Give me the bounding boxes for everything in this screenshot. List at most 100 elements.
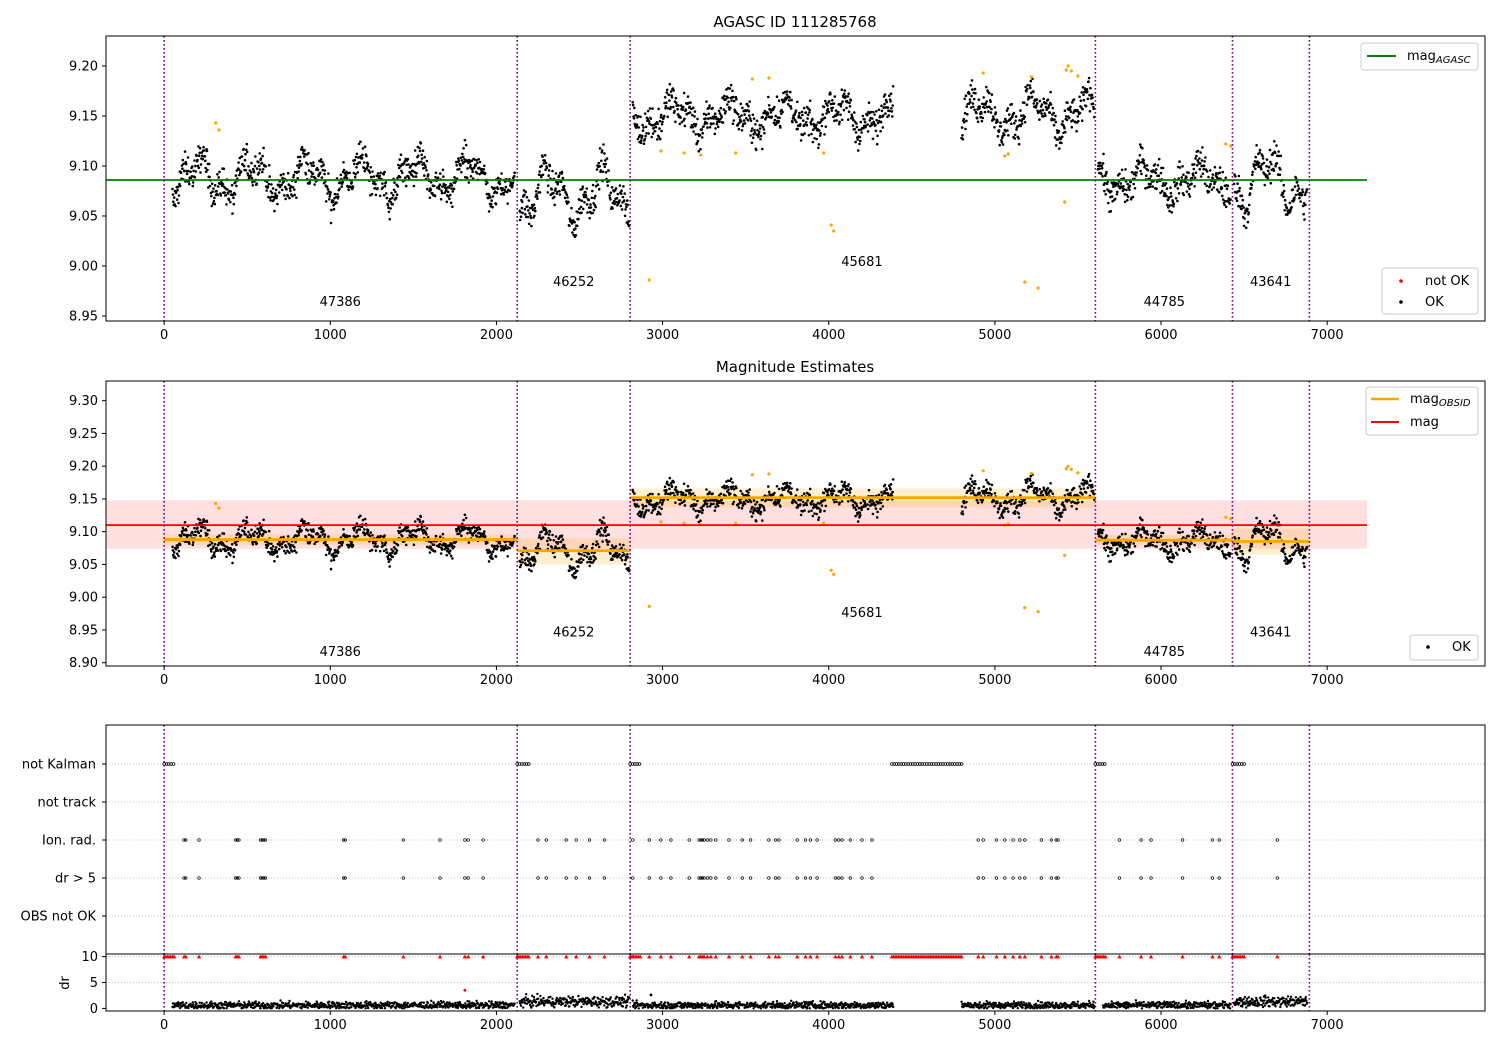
ok-point xyxy=(546,184,550,187)
ok-point xyxy=(1293,196,1296,199)
ok-point xyxy=(559,180,563,184)
ok-point xyxy=(729,492,732,496)
ok-point xyxy=(656,122,659,125)
ok-point xyxy=(667,483,671,487)
ok-point xyxy=(529,214,532,218)
ok-point xyxy=(796,100,799,104)
ok-point xyxy=(1100,531,1104,535)
outlier-point xyxy=(1063,553,1067,557)
ok-point xyxy=(860,508,863,512)
ok-point xyxy=(1265,526,1269,529)
ok-point xyxy=(843,480,847,484)
ok-point xyxy=(212,199,216,203)
ok-point xyxy=(1176,199,1179,203)
ok-point xyxy=(1013,512,1017,515)
ok-point xyxy=(249,534,253,538)
ok-point xyxy=(383,170,386,174)
ok-point xyxy=(467,158,471,162)
ok-point xyxy=(1304,203,1307,207)
ok-point xyxy=(258,532,262,536)
ok-point xyxy=(498,182,502,186)
ok-point xyxy=(817,146,820,150)
ok-point xyxy=(727,100,730,104)
ok-point xyxy=(767,95,770,99)
ok-point xyxy=(230,183,234,187)
ok-point xyxy=(548,530,552,533)
ok-point xyxy=(732,500,736,504)
ok-point xyxy=(1038,500,1041,503)
ok-point xyxy=(757,130,761,134)
ok-point xyxy=(707,117,710,120)
ok-point xyxy=(743,502,747,506)
ok-point xyxy=(1122,545,1126,549)
ok-point xyxy=(622,199,626,202)
ok-point xyxy=(386,203,390,207)
ok-point xyxy=(545,531,549,535)
ok-point xyxy=(731,89,734,93)
ok-point xyxy=(249,174,252,177)
ok-point xyxy=(191,543,195,547)
ok-point xyxy=(432,184,436,188)
ok-point xyxy=(1086,90,1089,93)
ok-point xyxy=(193,526,196,530)
ok-point xyxy=(786,481,789,485)
ok-point xyxy=(219,549,223,553)
ok-point xyxy=(1192,163,1196,166)
ok-point xyxy=(750,129,753,133)
ok-point xyxy=(615,196,619,200)
ok-point xyxy=(1138,528,1141,531)
ok-point xyxy=(464,143,468,147)
ok-point xyxy=(213,555,217,558)
ok-point xyxy=(780,98,784,102)
ok-point xyxy=(584,196,588,199)
ok-point xyxy=(540,164,543,168)
ok-point xyxy=(552,538,556,542)
ok-point xyxy=(294,180,297,183)
y-tick-label: 9.20 xyxy=(69,60,98,75)
ok-point xyxy=(890,110,894,113)
ok-point xyxy=(646,109,650,113)
ok-point xyxy=(394,551,398,555)
ok-point xyxy=(875,118,878,122)
ok-point xyxy=(391,196,394,200)
ok-point xyxy=(528,212,531,215)
ok-point xyxy=(323,535,326,539)
ok-point xyxy=(1170,211,1174,214)
ok-point xyxy=(985,478,988,482)
ok-point xyxy=(1032,102,1036,105)
ok-point xyxy=(1013,133,1017,137)
legend-not-ok-label: not OK xyxy=(1425,274,1470,289)
ok-point xyxy=(960,505,964,508)
ok-point xyxy=(561,176,565,180)
ok-point xyxy=(265,180,269,184)
ok-point xyxy=(1247,211,1251,214)
ok-point xyxy=(1045,102,1048,105)
ok-point xyxy=(879,501,883,505)
ok-point xyxy=(1161,184,1164,187)
ok-point xyxy=(748,117,752,120)
ok-point xyxy=(379,534,383,538)
ok-point xyxy=(342,168,346,172)
ok-point xyxy=(862,126,865,130)
ok-point xyxy=(394,197,398,200)
ok-point xyxy=(318,171,322,175)
ok-point xyxy=(732,119,736,122)
ok-point xyxy=(303,520,306,523)
ok-point xyxy=(865,113,869,117)
ok-point xyxy=(247,530,250,534)
ok-point xyxy=(554,545,557,548)
ok-point xyxy=(575,569,579,573)
ok-point xyxy=(322,529,325,532)
ok-point xyxy=(846,95,850,98)
ok-point xyxy=(1136,167,1139,170)
ok-point xyxy=(815,137,818,141)
ok-point xyxy=(662,114,666,118)
ok-point xyxy=(620,208,624,211)
ok-point xyxy=(996,134,1000,138)
ok-point xyxy=(341,180,345,184)
ok-point xyxy=(322,163,325,166)
ok-point xyxy=(459,156,463,159)
ok-point xyxy=(818,129,821,132)
ok-point xyxy=(1291,545,1295,549)
ok-point xyxy=(1242,206,1245,209)
